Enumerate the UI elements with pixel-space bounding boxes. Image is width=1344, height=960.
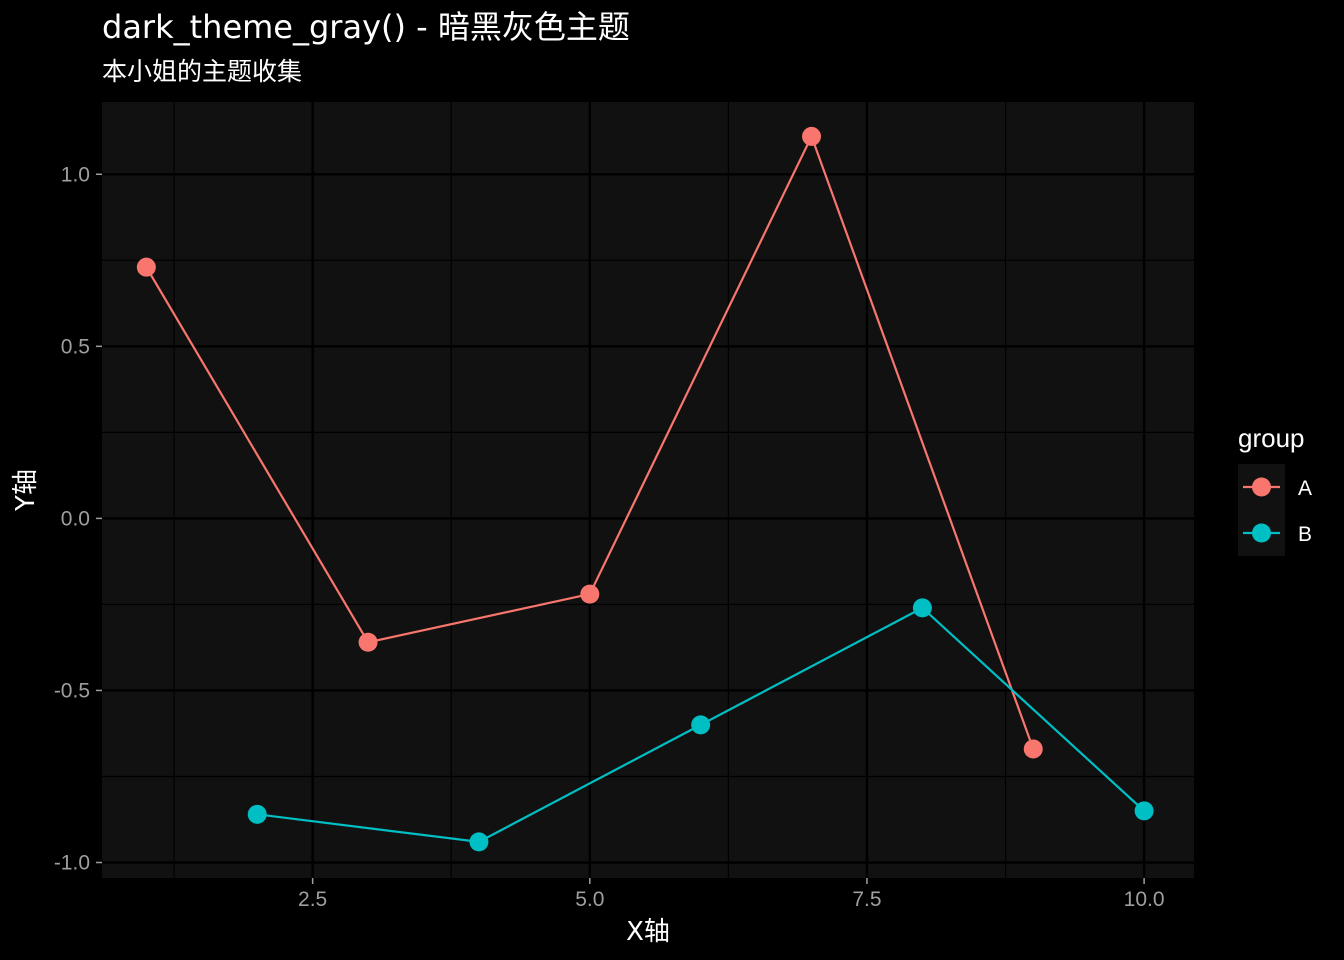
data-point-B [469,832,489,852]
data-point-B [247,804,267,824]
legend-title: group [1238,423,1305,453]
legend-label-B: B [1298,523,1312,546]
y-axis: -1.0 -0.5 0.0 0.5 1.0 [54,163,102,875]
legend-label-A: A [1298,477,1312,500]
panel-background [102,102,1194,878]
data-point-A [136,257,156,277]
chart-subtitle: 本小姐的主题收集 [102,57,302,86]
data-point-A [802,126,822,146]
legend: group AB [1238,423,1312,556]
chart-title: dark_theme_gray() - 暗黑灰色主题 [102,8,630,46]
legend-key-point-B [1252,523,1271,543]
y-tick-label: 0.0 [61,507,90,530]
y-tick-label: 1.0 [61,163,90,186]
data-point-A [580,584,600,604]
legend-key-point-A [1252,477,1271,497]
x-tick-label: 7.5 [852,888,881,911]
x-axis-title: X轴 [626,917,670,947]
legend-items: AB [1243,477,1312,546]
plot-panel [102,102,1194,878]
y-tick-label: -0.5 [54,679,90,702]
data-point-B [912,598,932,618]
y-tick-label: 0.5 [61,335,90,358]
y-tick-label: -1.0 [54,852,90,875]
data-point-A [1023,739,1043,759]
data-point-B [691,715,711,735]
y-axis-title: Y轴 [11,469,41,512]
data-point-A [358,632,378,652]
data-point-B [1134,801,1154,821]
x-tick-label: 10.0 [1124,888,1165,911]
x-tick-label: 5.0 [575,888,604,911]
x-axis: 2.5 5.0 7.5 10.0 [298,878,1165,911]
x-tick-label: 2.5 [298,888,327,911]
